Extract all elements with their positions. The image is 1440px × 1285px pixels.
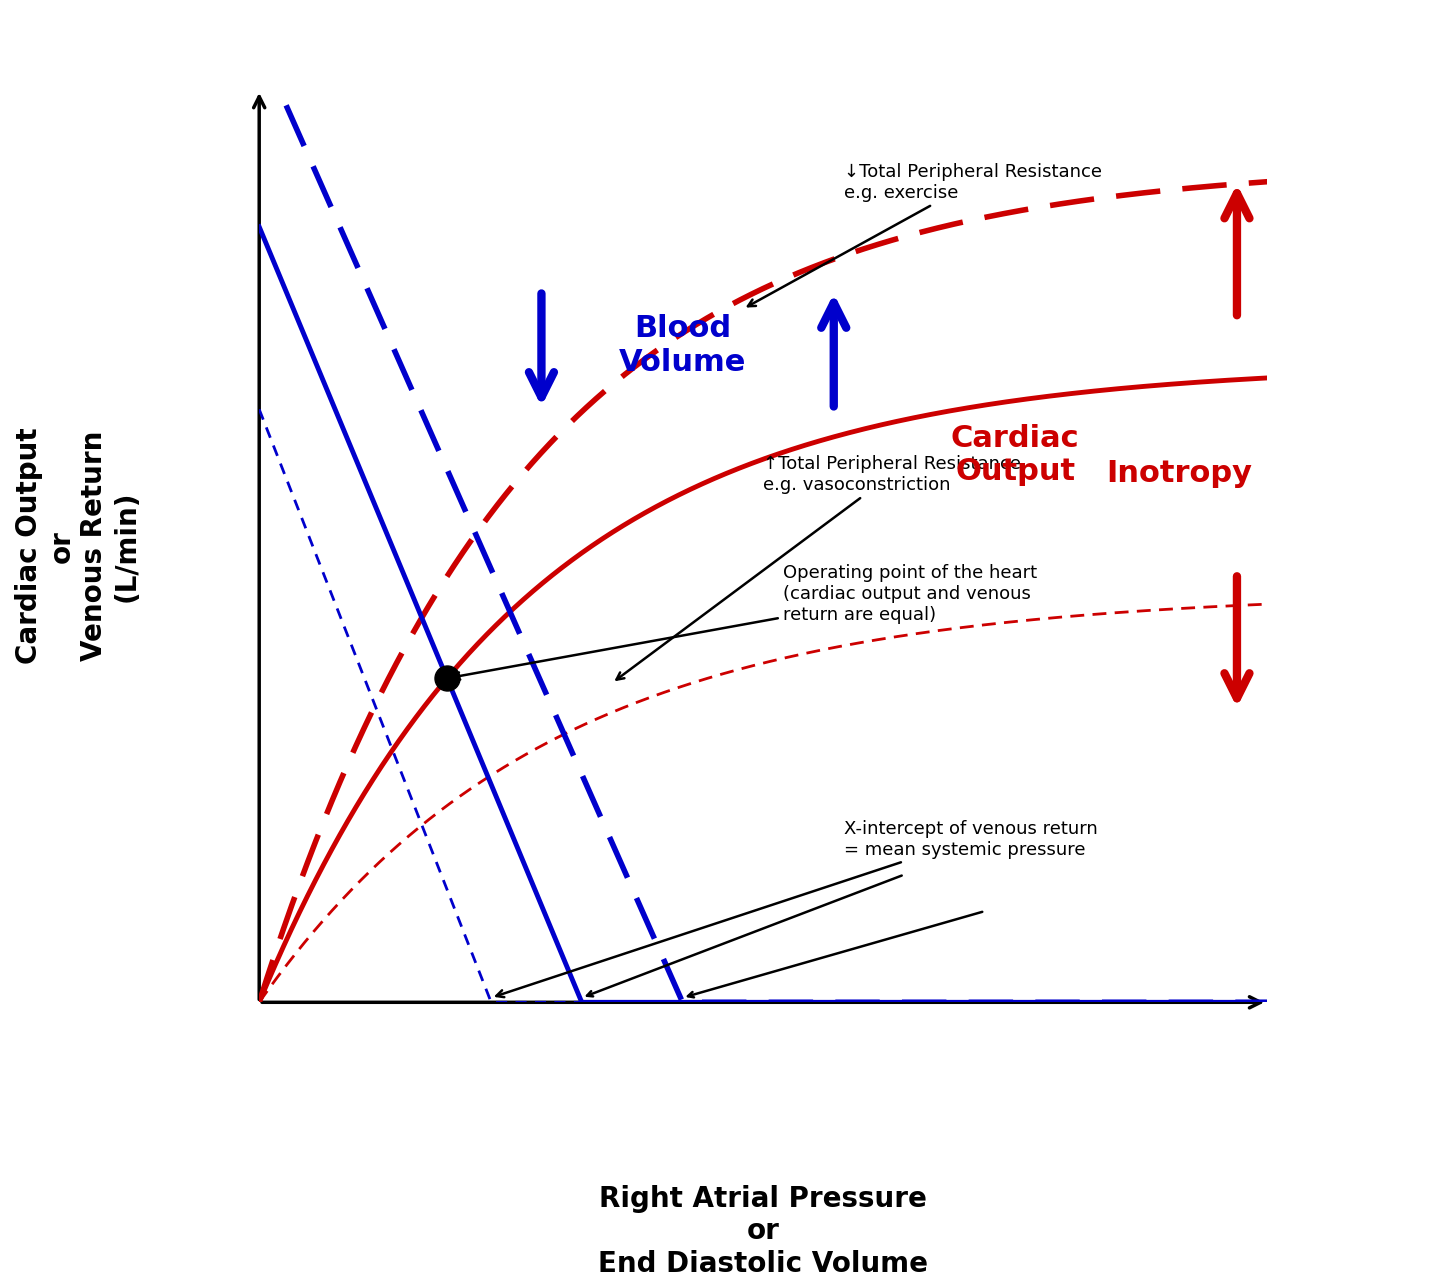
Text: Inotropy: Inotropy xyxy=(1106,459,1251,487)
Text: Cardiac
Output: Cardiac Output xyxy=(950,424,1080,486)
Text: Cardiac Output
or
Venous Return
(L/min): Cardiac Output or Venous Return (L/min) xyxy=(16,428,140,664)
Text: Blood
Volume: Blood Volume xyxy=(619,314,746,377)
Text: Operating point of the heart
(cardiac output and venous
return are equal): Operating point of the heart (cardiac ou… xyxy=(452,564,1037,680)
Text: ↑Total Peripheral Resistance
e.g. vasoconstriction: ↑Total Peripheral Resistance e.g. vasoco… xyxy=(616,455,1021,680)
Text: Right Atrial Pressure
or
End Diastolic Volume: Right Atrial Pressure or End Diastolic V… xyxy=(598,1185,929,1277)
Text: X-intercept of venous return
= mean systemic pressure: X-intercept of venous return = mean syst… xyxy=(497,820,1097,997)
Text: ↓Total Peripheral Resistance
e.g. exercise: ↓Total Peripheral Resistance e.g. exerci… xyxy=(747,163,1102,306)
